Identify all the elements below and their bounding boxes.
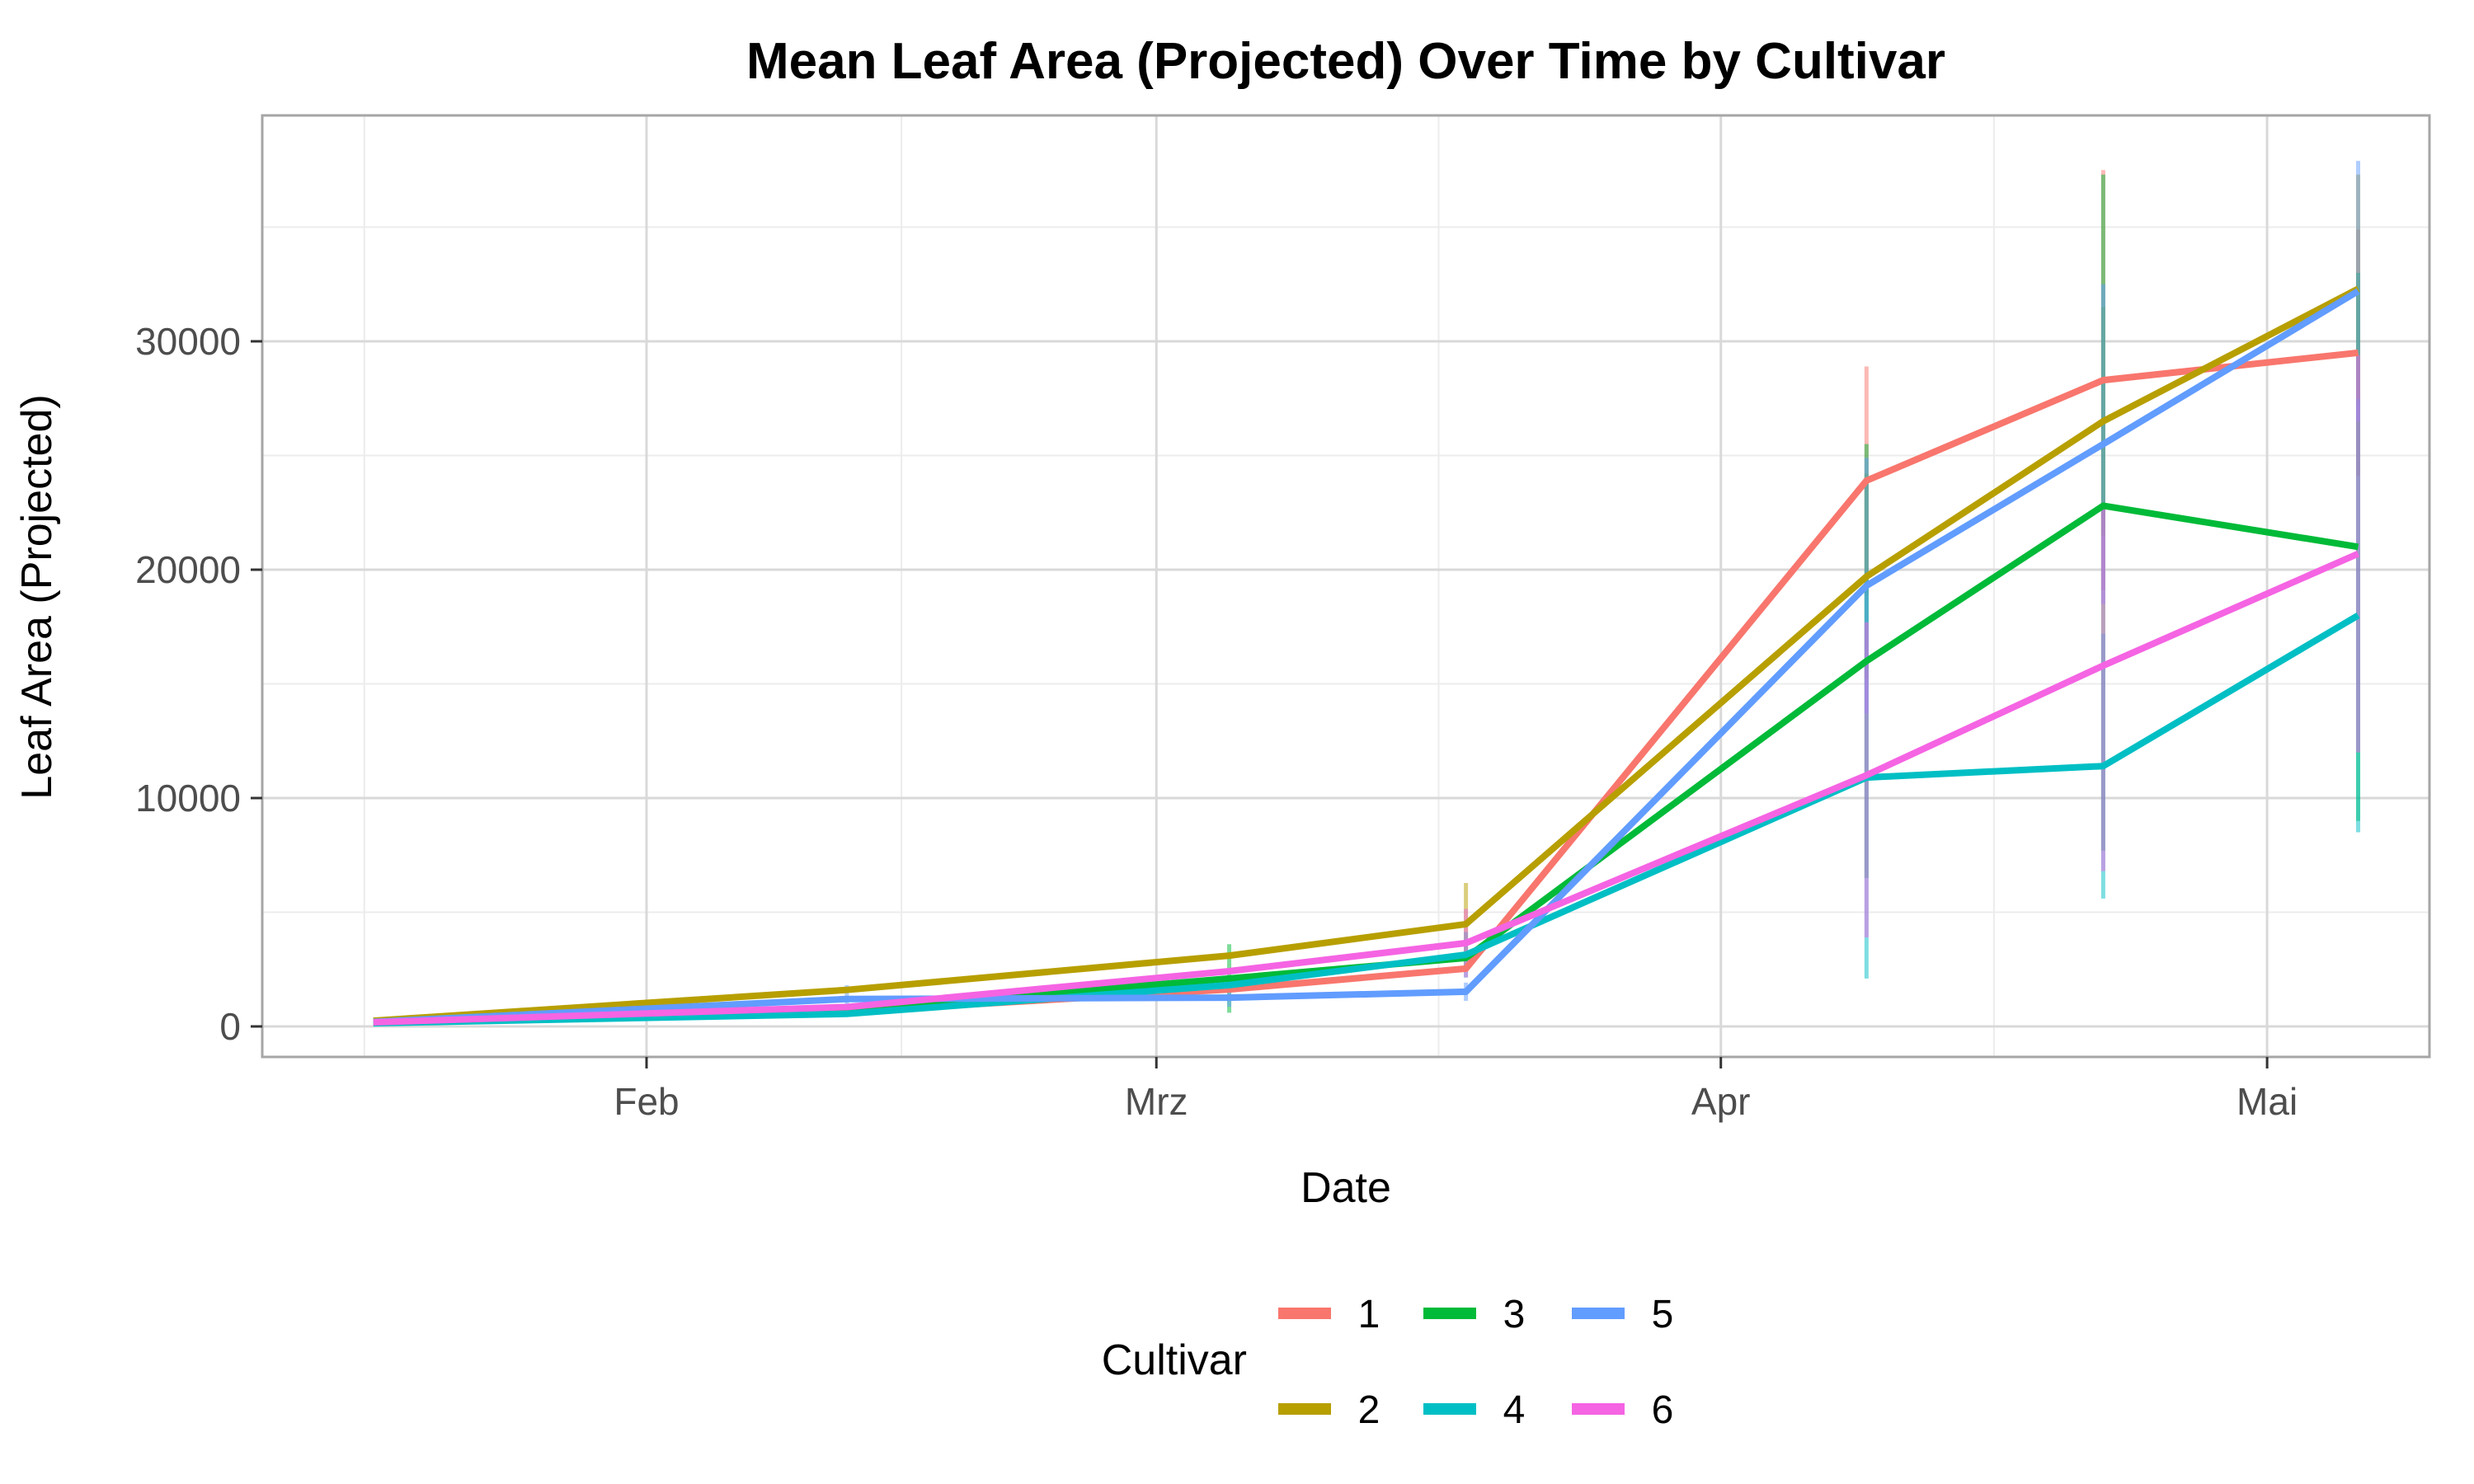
- y-tick-label: 0: [219, 1005, 241, 1048]
- series-line-cultivar-2: [373, 285, 2360, 1025]
- legend-label-6: 6: [1652, 1388, 1674, 1432]
- panel-border: [261, 114, 2431, 1059]
- series-line-cultivar-6: [373, 550, 2360, 1026]
- legend-label-4: 4: [1503, 1388, 1526, 1432]
- legend-item-5: 5: [1572, 1293, 1673, 1336]
- legend-label-3: 3: [1503, 1293, 1526, 1336]
- legend-label-1: 1: [1358, 1293, 1380, 1336]
- plot-panel: 0 10000 20000 30000 Feb Mrz Apr Mai: [135, 114, 2431, 1123]
- x-tick-label: Feb: [614, 1080, 679, 1123]
- x-tick-label: Apr: [1691, 1080, 1751, 1123]
- legend-item-2: 2: [1278, 1388, 1380, 1432]
- legend-item-1: 1: [1278, 1293, 1380, 1336]
- legend-item-3: 3: [1423, 1293, 1525, 1336]
- legend-item-4: 4: [1423, 1388, 1525, 1432]
- y-tick-label: 20000: [135, 548, 241, 591]
- x-tick-label: Mrz: [1125, 1080, 1188, 1123]
- y-tick-label: 30000: [135, 320, 241, 363]
- series-line-cultivar-5: [373, 288, 2360, 1026]
- chart-title: Mean Leaf Area (Projected) Over Time by …: [746, 33, 1945, 90]
- legend-item-6: 6: [1572, 1388, 1673, 1432]
- y-axis-title: Leaf Area (Projected): [13, 394, 61, 799]
- x-axis-title: Date: [1300, 1164, 1391, 1212]
- panel-background: [262, 115, 2429, 1057]
- legend-entries: 1 2 3 4 5 6: [1278, 1293, 1673, 1432]
- legend-label-2: 2: [1358, 1388, 1380, 1432]
- y-tick-label: 10000: [135, 777, 241, 819]
- legend-title: Cultivar: [1102, 1336, 1247, 1384]
- x-tick-label: Mai: [2236, 1080, 2298, 1123]
- legend: Cultivar 1 2 3 4 5 6: [1102, 1293, 1674, 1432]
- legend-label-5: 5: [1652, 1293, 1674, 1336]
- series-line-cultivar-4: [373, 612, 2360, 1027]
